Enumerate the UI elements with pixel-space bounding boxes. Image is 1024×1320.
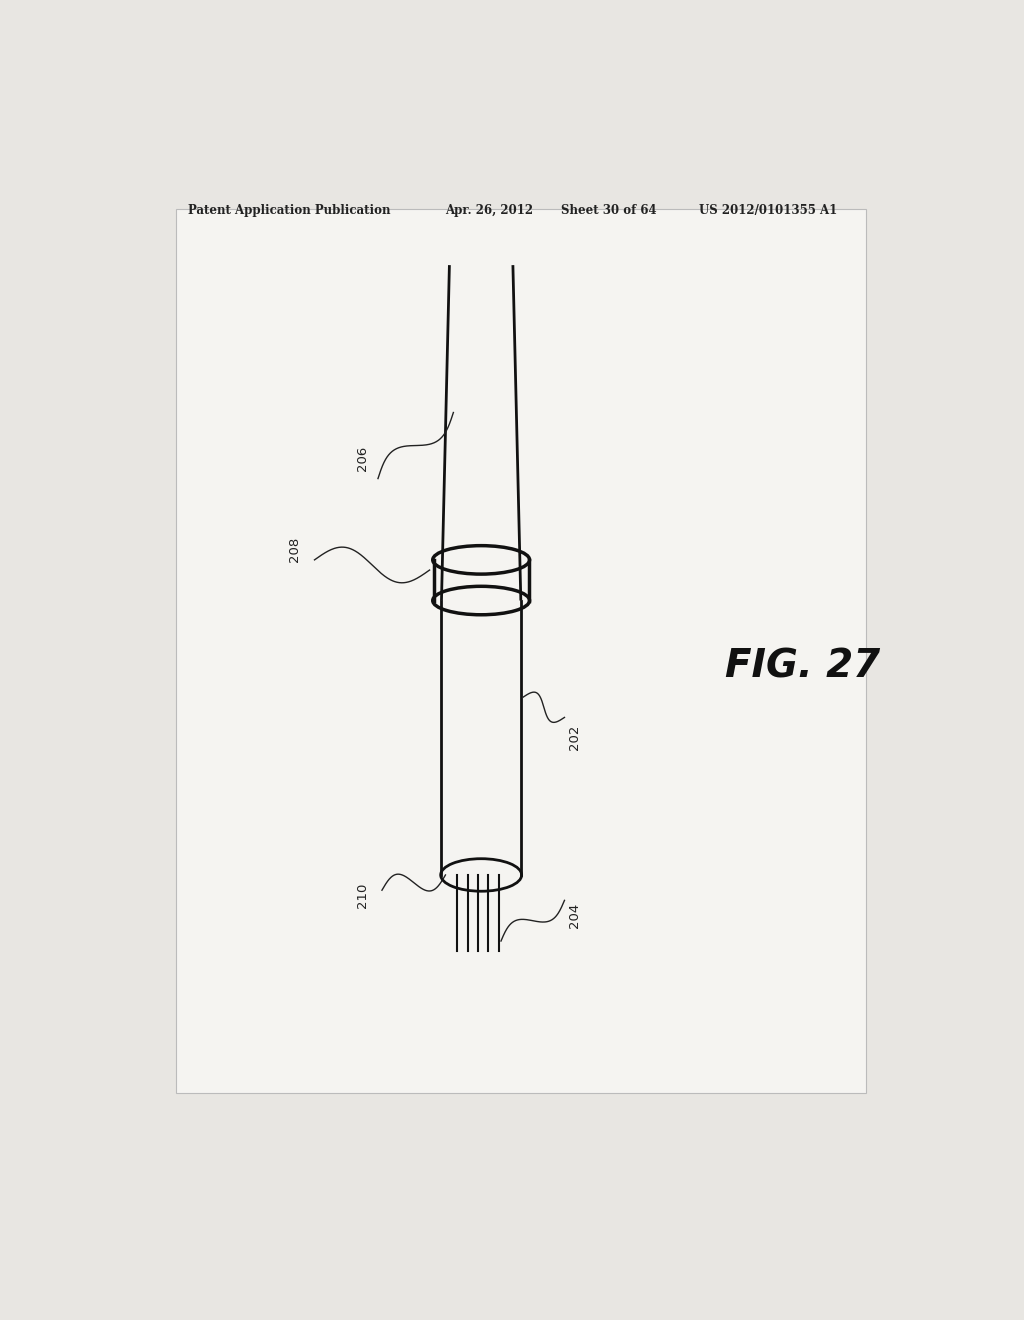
Text: Sheet 30 of 64: Sheet 30 of 64 [560, 205, 656, 218]
Text: Patent Application Publication: Patent Application Publication [187, 205, 390, 218]
Text: 210: 210 [355, 883, 369, 908]
Text: FIG. 27: FIG. 27 [725, 648, 880, 685]
Text: 204: 204 [568, 903, 582, 928]
Text: 206: 206 [355, 446, 369, 471]
Text: US 2012/0101355 A1: US 2012/0101355 A1 [699, 205, 838, 218]
Text: 208: 208 [288, 537, 301, 562]
Text: 202: 202 [568, 725, 582, 751]
Text: Apr. 26, 2012: Apr. 26, 2012 [445, 205, 534, 218]
FancyBboxPatch shape [176, 210, 866, 1093]
